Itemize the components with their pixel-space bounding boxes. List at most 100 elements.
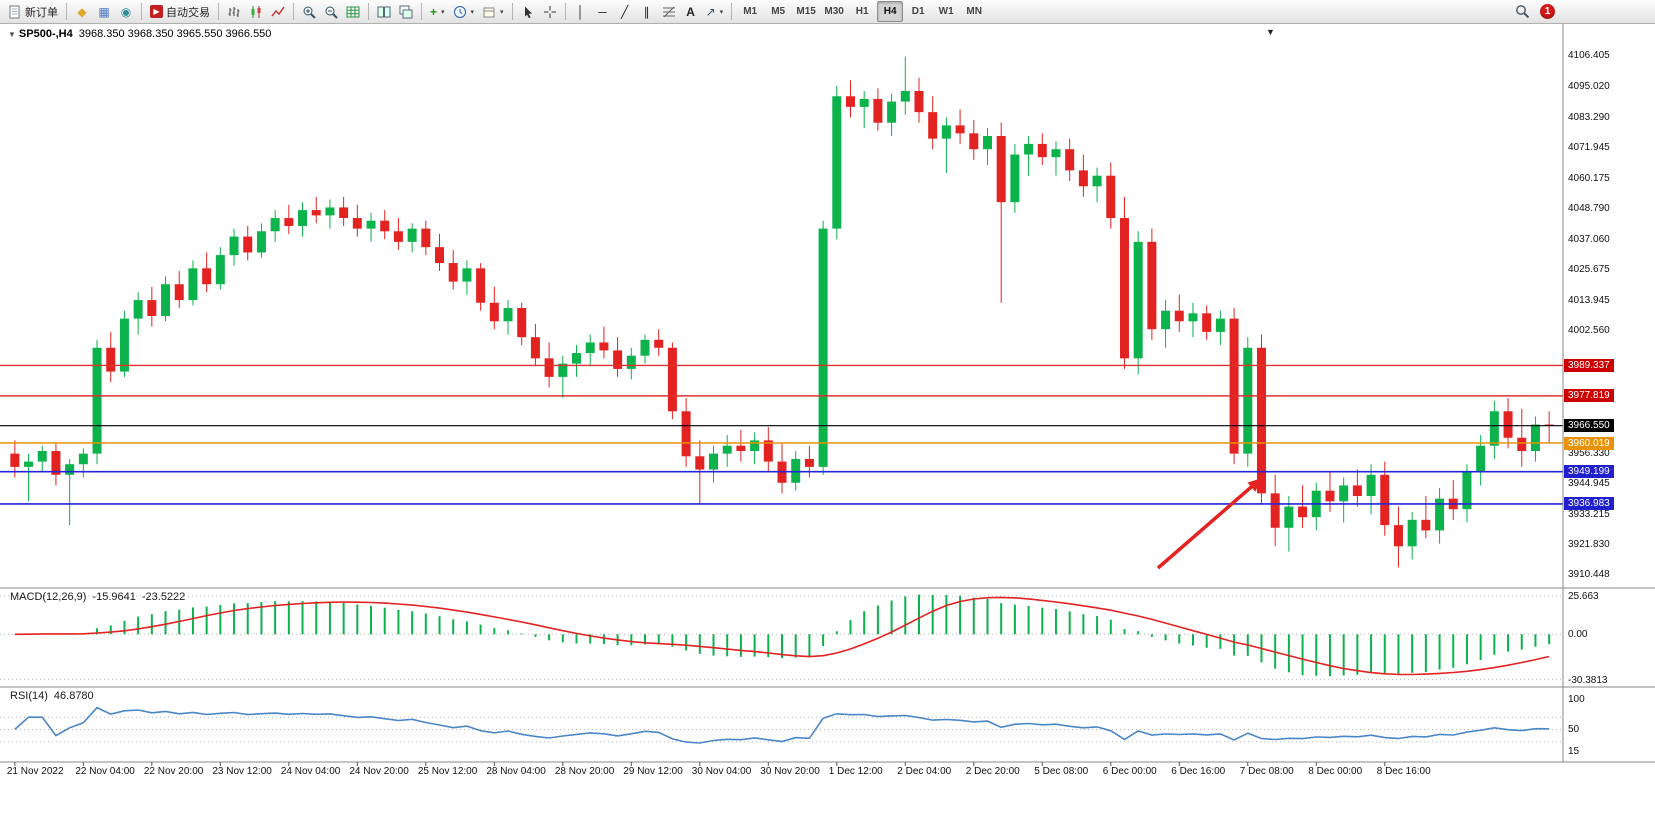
timeframe-m5[interactable]: M5 [771, 6, 786, 17]
candle [982, 135, 992, 150]
candle [1065, 149, 1075, 171]
candle [325, 207, 335, 216]
candle [1530, 424, 1540, 451]
candle [763, 440, 773, 462]
candle [900, 90, 910, 102]
search-button[interactable] [1512, 2, 1533, 22]
zoom-in-button[interactable] [299, 2, 319, 22]
timeframe-h4[interactable]: H4 [877, 1, 904, 22]
candle [941, 125, 951, 139]
crosshair-button[interactable] [540, 2, 560, 22]
hline-tool-button[interactable]: ─ [593, 2, 613, 22]
vline-tool-button[interactable]: │ [571, 2, 591, 22]
market-watch-button[interactable]: ◆ [72, 2, 92, 22]
candle [1517, 437, 1527, 451]
candle [517, 308, 527, 338]
candle [393, 231, 403, 242]
toolbar-separator [511, 3, 513, 20]
timeframe-m30[interactable]: M30 [824, 6, 844, 17]
candle [544, 358, 554, 377]
timeframe-m15[interactable]: M15 [796, 6, 816, 17]
cascade-windows-icon [399, 5, 413, 18]
candle [243, 236, 253, 253]
candle [161, 284, 171, 316]
timeframe-group: M1 M5 M15 M30 H1 H4 D1 W1 MN [736, 1, 988, 22]
toolbar-separator [141, 3, 142, 20]
candle [65, 464, 75, 475]
candle [969, 133, 979, 150]
chart-candles-button[interactable] [246, 2, 266, 22]
indicators-button[interactable]: + ▾ [427, 2, 448, 22]
chart-candles-icon [251, 5, 261, 18]
text-tool-icon: A [686, 4, 695, 19]
zoom-out-icon [325, 6, 338, 19]
timeframe-w1[interactable]: W1 [938, 6, 954, 17]
data-window-icon: ▦ [98, 4, 110, 19]
candle [1352, 485, 1362, 496]
candle [311, 210, 321, 216]
timeframe-d1[interactable]: D1 [911, 6, 925, 17]
candle [1092, 175, 1102, 187]
candle [298, 210, 308, 226]
chart-line-button[interactable] [268, 2, 288, 22]
grid-icon [346, 6, 360, 17]
notification-badge[interactable]: 1 [1540, 4, 1555, 19]
candle [489, 302, 499, 322]
candle [1119, 218, 1129, 359]
crosshair-icon [543, 5, 556, 18]
cursor-button[interactable] [518, 2, 538, 22]
candle [1298, 506, 1308, 518]
candle [585, 342, 595, 354]
timeframe-m1[interactable]: M1 [743, 6, 758, 17]
candle [352, 218, 362, 229]
candle [1010, 154, 1020, 203]
candle [804, 458, 814, 467]
candle [1133, 241, 1143, 359]
chevron-down-icon: ▾ [500, 8, 504, 16]
zoom-out-button[interactable] [321, 2, 341, 22]
market-watch-icon: ◆ [77, 4, 87, 19]
cursor-icon [524, 6, 532, 18]
tile-windows-button[interactable] [374, 2, 394, 22]
candle [1147, 241, 1157, 330]
timeframe-mn[interactable]: MN [966, 6, 982, 17]
search-icon [1516, 5, 1530, 19]
toolbar-separator [368, 3, 369, 20]
candle [996, 135, 1006, 203]
cascade-windows-button[interactable] [396, 2, 416, 22]
candle [1284, 506, 1294, 528]
candle [1229, 318, 1239, 454]
autotrading-button[interactable]: ▶ 自动交易 [147, 2, 213, 22]
candle [380, 220, 390, 232]
new-order-button[interactable]: 新订单 [5, 2, 61, 22]
navigator-button[interactable]: ◉ [116, 2, 136, 22]
chevron-down-icon: ▾ [719, 8, 724, 16]
fibonacci-tool-button[interactable] [659, 2, 679, 22]
candle [37, 450, 47, 462]
text-tool-button[interactable]: A [681, 2, 701, 22]
candle [572, 353, 582, 364]
channel-tool-button[interactable]: ∥ [637, 2, 657, 22]
grid-button[interactable] [343, 2, 363, 22]
chart-bars-icon [228, 6, 240, 17]
arrow-annotation [1156, 480, 1259, 570]
data-window-button[interactable]: ▦ [94, 2, 114, 22]
chart-bars-button[interactable] [224, 2, 244, 22]
tile-windows-icon [377, 6, 391, 17]
templates-button[interactable]: ▾ [479, 2, 507, 22]
candle [873, 98, 883, 123]
timeframe-h1[interactable]: H1 [855, 6, 869, 17]
candle [750, 440, 760, 451]
trendline-tool-button[interactable]: ╱ [615, 2, 635, 22]
candle [955, 125, 965, 134]
arrow-tool-button[interactable]: ↗ ▾ [703, 2, 727, 22]
candle [1366, 474, 1376, 496]
candle [1106, 175, 1116, 219]
periods-button[interactable]: ▾ [450, 2, 478, 22]
candle [407, 228, 417, 242]
candle [174, 284, 184, 301]
hline-icon: ─ [598, 4, 607, 19]
chevron-down-icon: ▾ [470, 8, 475, 16]
candle [914, 90, 924, 113]
